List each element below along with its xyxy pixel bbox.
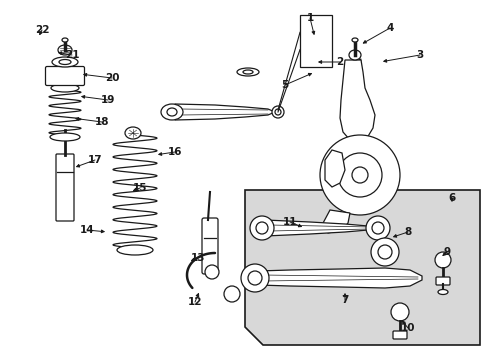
Text: 11: 11 xyxy=(282,217,297,227)
Text: 17: 17 xyxy=(87,155,102,165)
FancyBboxPatch shape xyxy=(45,67,84,85)
Ellipse shape xyxy=(167,108,177,116)
FancyBboxPatch shape xyxy=(56,154,74,221)
Ellipse shape xyxy=(274,109,281,115)
Polygon shape xyxy=(339,60,374,142)
Circle shape xyxy=(365,216,389,240)
Circle shape xyxy=(370,238,398,266)
Circle shape xyxy=(371,222,383,234)
Bar xyxy=(299,15,331,67)
Circle shape xyxy=(337,153,381,197)
Ellipse shape xyxy=(59,59,71,64)
Text: 20: 20 xyxy=(104,73,119,83)
Circle shape xyxy=(434,252,450,268)
Text: 18: 18 xyxy=(95,117,109,127)
Text: 10: 10 xyxy=(400,323,414,333)
Ellipse shape xyxy=(437,289,447,294)
Text: 8: 8 xyxy=(404,227,411,237)
Text: 19: 19 xyxy=(101,95,115,105)
Polygon shape xyxy=(325,150,345,187)
Circle shape xyxy=(319,135,399,215)
Text: 22: 22 xyxy=(35,25,49,35)
Circle shape xyxy=(377,245,391,259)
Ellipse shape xyxy=(52,57,78,67)
Text: 16: 16 xyxy=(167,147,182,157)
Text: 2: 2 xyxy=(336,57,343,67)
Ellipse shape xyxy=(117,245,153,255)
Text: 15: 15 xyxy=(132,183,147,193)
Ellipse shape xyxy=(271,106,284,118)
FancyBboxPatch shape xyxy=(202,218,218,274)
Text: 4: 4 xyxy=(386,23,393,33)
Polygon shape xyxy=(264,220,374,236)
Text: 12: 12 xyxy=(187,297,202,307)
Text: 1: 1 xyxy=(306,13,313,23)
Text: 14: 14 xyxy=(80,225,94,235)
Polygon shape xyxy=(244,190,479,345)
Ellipse shape xyxy=(161,104,183,120)
Polygon shape xyxy=(321,210,349,233)
Ellipse shape xyxy=(50,133,80,141)
Circle shape xyxy=(256,222,267,234)
Text: 7: 7 xyxy=(341,295,348,305)
Ellipse shape xyxy=(51,84,79,92)
Text: 3: 3 xyxy=(415,50,423,60)
Polygon shape xyxy=(258,268,421,288)
Ellipse shape xyxy=(58,45,72,55)
Circle shape xyxy=(224,286,240,302)
Circle shape xyxy=(249,216,273,240)
Ellipse shape xyxy=(237,68,259,76)
FancyBboxPatch shape xyxy=(392,331,406,339)
Circle shape xyxy=(241,264,268,292)
Circle shape xyxy=(390,303,408,321)
Ellipse shape xyxy=(125,127,141,139)
Ellipse shape xyxy=(62,38,68,42)
Polygon shape xyxy=(175,104,274,120)
Ellipse shape xyxy=(348,50,360,60)
Circle shape xyxy=(351,167,367,183)
Circle shape xyxy=(204,265,219,279)
Text: 9: 9 xyxy=(443,247,449,257)
Text: 21: 21 xyxy=(64,50,79,60)
Ellipse shape xyxy=(351,38,357,42)
Ellipse shape xyxy=(243,70,252,74)
Text: 5: 5 xyxy=(281,80,288,90)
Text: 6: 6 xyxy=(447,193,455,203)
Circle shape xyxy=(247,271,262,285)
FancyBboxPatch shape xyxy=(435,277,449,285)
Text: 13: 13 xyxy=(190,253,205,263)
